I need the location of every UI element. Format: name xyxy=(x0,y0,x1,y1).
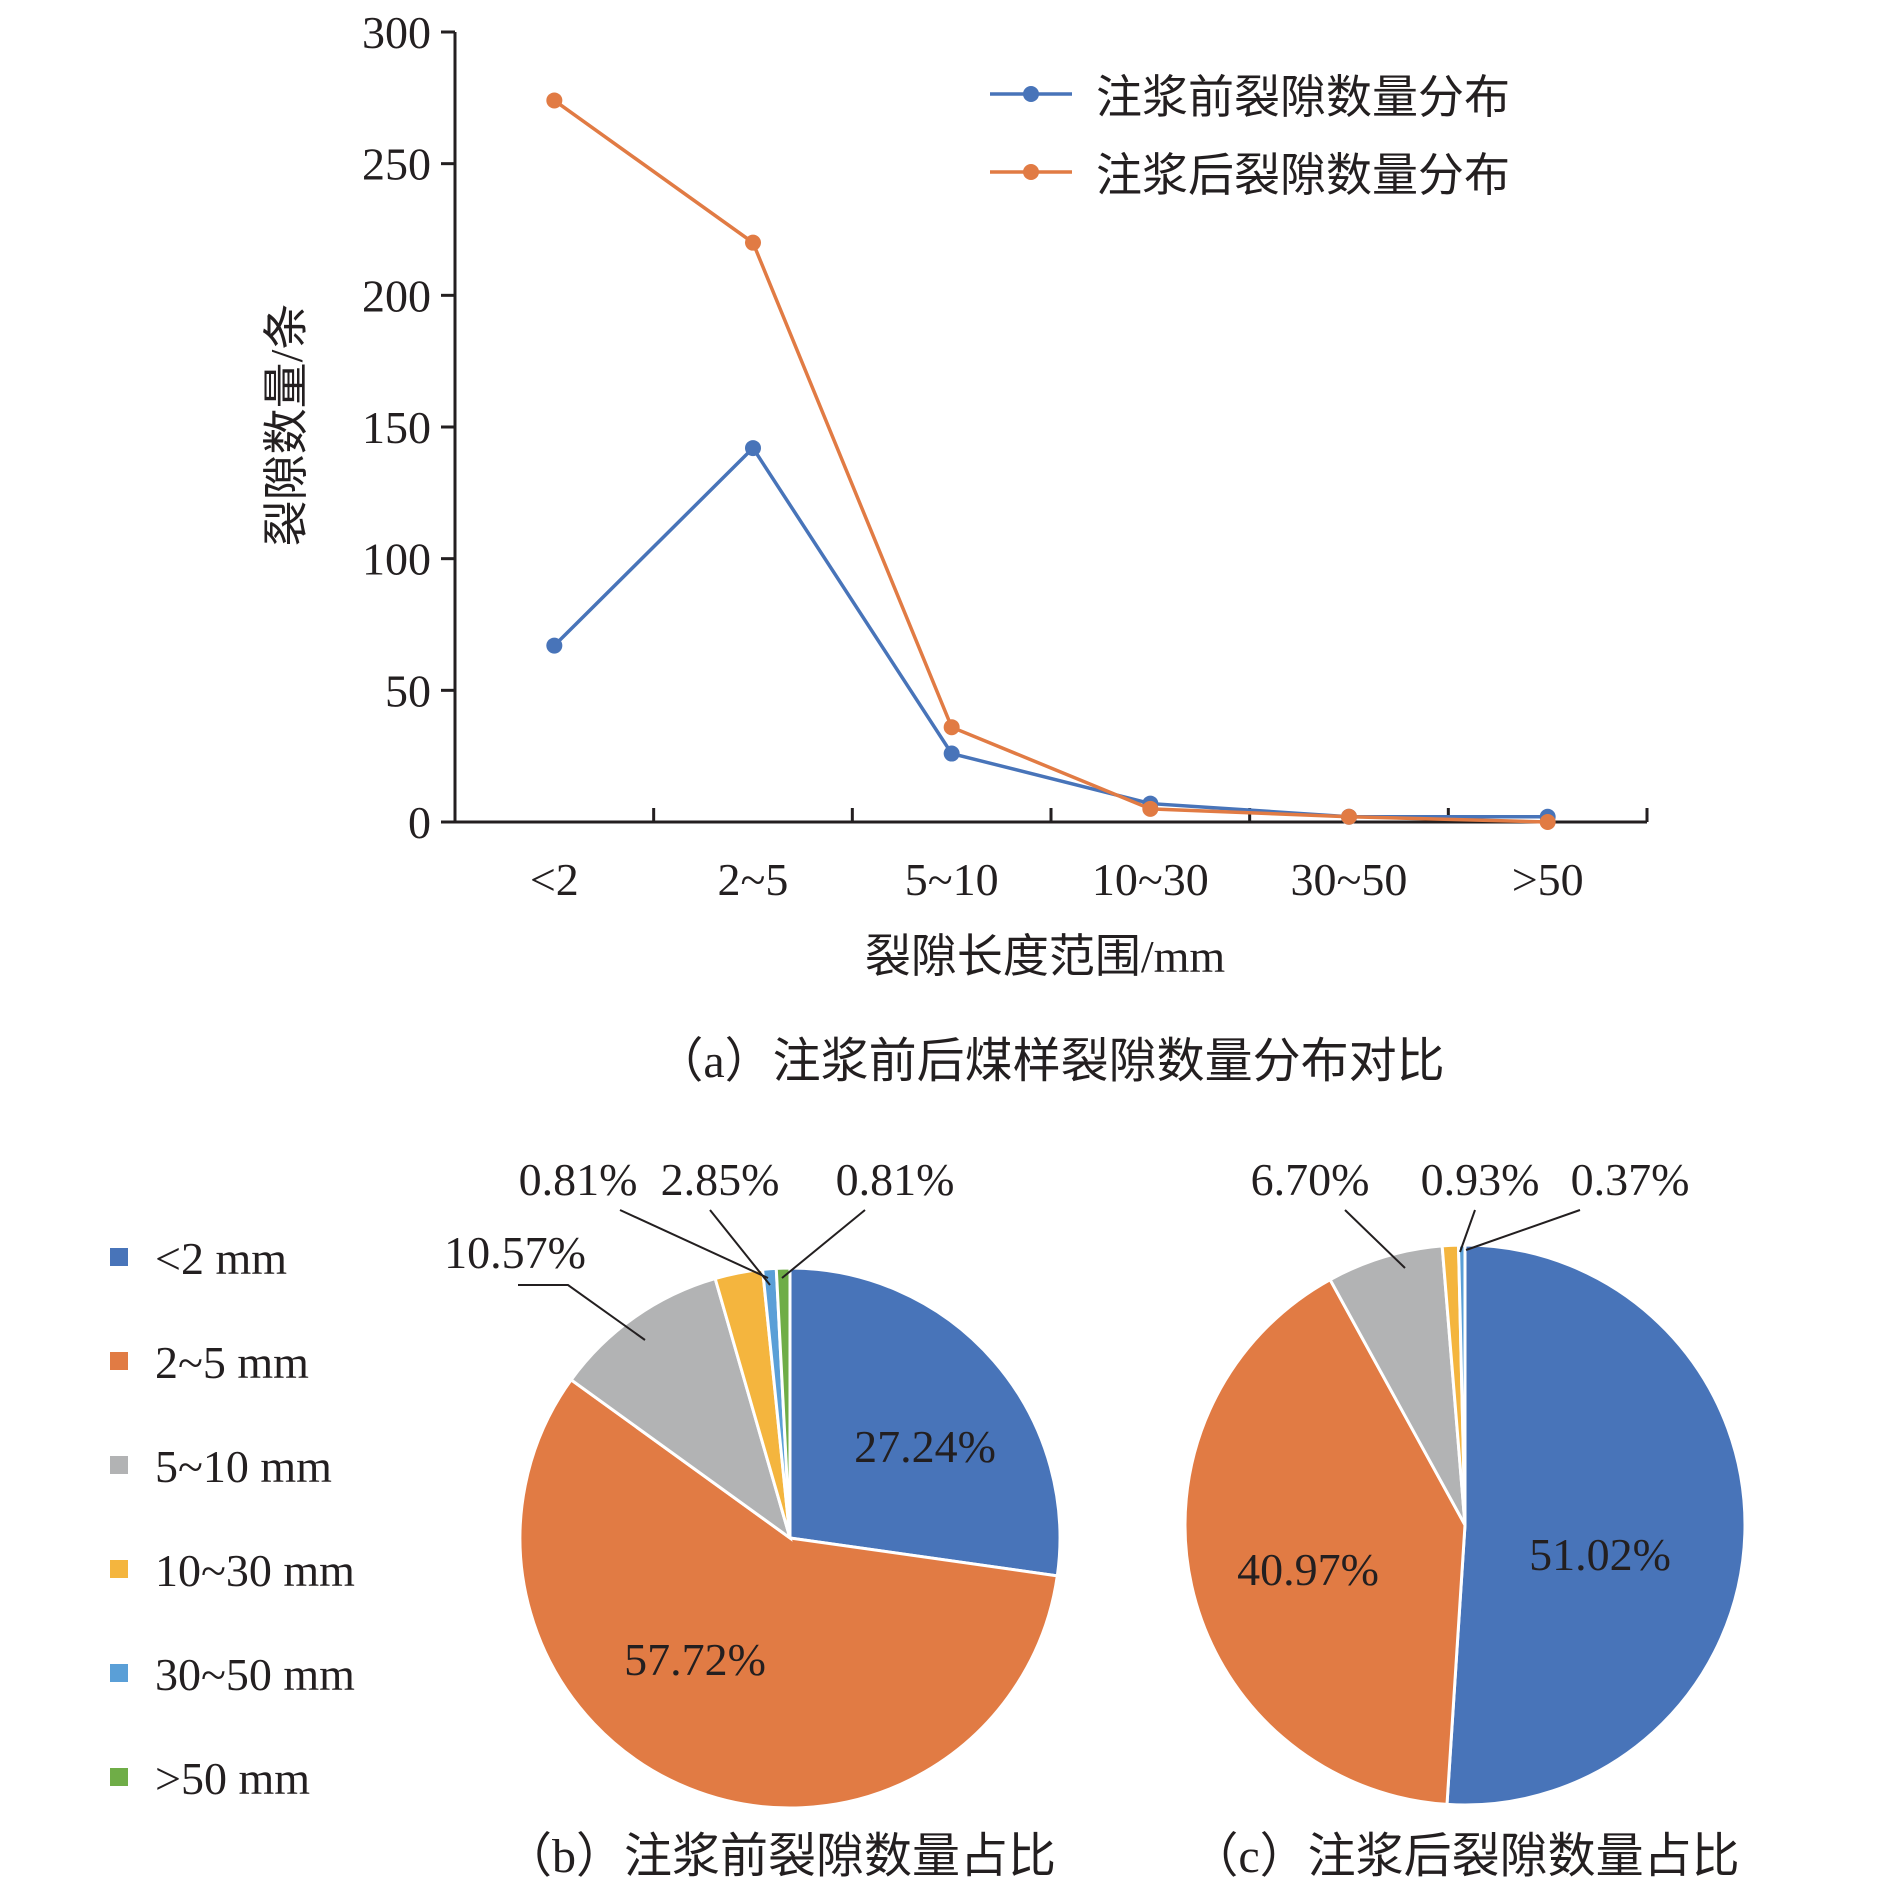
pie-data-label: 0.93% xyxy=(1421,1154,1540,1205)
x-tick-label: >50 xyxy=(1512,854,1584,905)
pie-slice xyxy=(788,1266,1062,1578)
y-axis-title: 裂隙数量/条 xyxy=(261,304,312,547)
pie-legend-item: 2~5 mm xyxy=(110,1337,309,1388)
pie-slice xyxy=(518,1377,1060,1810)
y-tick-label: 300 xyxy=(362,7,431,58)
pie-data-label: 0.81% xyxy=(836,1154,955,1205)
pie-legend-label: 30~50 mm xyxy=(155,1649,355,1700)
y-tick-label: 200 xyxy=(362,270,431,321)
pie-legend-label: 5~10 mm xyxy=(155,1441,332,1492)
pie-legend-item: 5~10 mm xyxy=(110,1441,332,1492)
line-chart-axes xyxy=(441,30,1649,824)
data-point xyxy=(943,719,960,736)
pie-data-label: 0.81% xyxy=(519,1154,638,1205)
pie-data-label: 27.24% xyxy=(854,1421,996,1472)
series-line xyxy=(553,99,1548,824)
line-series-group xyxy=(546,92,1556,830)
data-point xyxy=(943,745,960,762)
pie-legend-label: >50 mm xyxy=(155,1753,310,1804)
x-axis-title: 裂隙长度范围/mm xyxy=(865,931,1226,982)
pie-chart-after: 51.02% 40.97% 6.70% 0.93% 0.37% xyxy=(1183,1154,1747,1807)
pie-data-label: 0.37% xyxy=(1571,1154,1690,1205)
caption-a: （a）注浆前后煤样裂隙数量分布对比 xyxy=(655,1035,1444,1088)
line-chart: 0 50 100 150 200 250 300 <2 2~5 5~10 10~30 30~50 >5… xyxy=(261,7,1649,1088)
series-line xyxy=(553,445,1548,819)
pie-legend-swatch xyxy=(110,1664,128,1682)
pie-legend-swatch xyxy=(110,1352,128,1370)
legend-swatch-marker xyxy=(1023,86,1039,102)
pie-data-label: 2.85% xyxy=(661,1154,780,1205)
data-point xyxy=(745,440,761,457)
pie-data-label: 10.57% xyxy=(444,1227,586,1278)
x-tick-label: 30~50 xyxy=(1291,854,1408,905)
leader-line xyxy=(1344,1209,1406,1269)
data-point xyxy=(1142,800,1159,817)
pie-legend-label: 10~30 mm xyxy=(155,1545,355,1596)
pie-legend-swatch xyxy=(110,1768,128,1786)
data-point xyxy=(1341,808,1357,825)
y-tick-labels: 0 50 100 150 200 250 300 xyxy=(362,7,431,848)
caption-b: （b）注浆前裂隙数量占比 xyxy=(504,1830,1056,1883)
pie-data-label: 6.70% xyxy=(1251,1154,1370,1205)
leader-line xyxy=(619,1209,769,1279)
legend-item: 注浆后裂隙数量分布 xyxy=(990,150,1510,201)
pie-legend-swatch xyxy=(110,1456,128,1474)
pie-data-label: 57.72% xyxy=(624,1634,766,1685)
pie-legend-item: 10~30 mm xyxy=(110,1545,355,1596)
pie-slice xyxy=(1183,1277,1467,1807)
legend-swatch-marker xyxy=(1023,164,1039,180)
pie-slice xyxy=(1445,1243,1747,1807)
caption-c: （c）注浆后裂隙数量占比 xyxy=(1190,1830,1739,1883)
pie-legend-item: <2 mm xyxy=(110,1233,287,1284)
y-tick-label: 50 xyxy=(385,665,431,716)
y-tick-label: 150 xyxy=(362,402,431,453)
pie-legend-swatch xyxy=(110,1248,128,1266)
pie-legend: <2 mm 2~5 mm 5~10 mm 10~30 mm 30~50 mm >50 mm xyxy=(110,1233,355,1804)
pie-slice xyxy=(569,1276,793,1542)
leader-line xyxy=(1459,1209,1476,1253)
x-tick-label: 5~10 xyxy=(905,854,999,905)
pie-chart-before: 27.24% 57.72% 10.57% 2.85% 0.81% 0.81% xyxy=(444,1154,1062,1810)
series-注浆后裂隙数量分布 xyxy=(546,92,1556,830)
pie-legend-item: >50 mm xyxy=(110,1753,310,1804)
legend-item: 注浆前裂隙数量分布 xyxy=(990,72,1510,123)
pie-legend-label: <2 mm xyxy=(155,1233,287,1284)
data-point xyxy=(546,637,563,654)
leader-line xyxy=(709,1209,771,1286)
data-point xyxy=(1539,814,1556,830)
y-tick-label: 250 xyxy=(362,139,431,190)
pie-data-label: 51.02% xyxy=(1529,1529,1671,1580)
pie-data-label: 40.97% xyxy=(1237,1544,1379,1595)
legend-label: 注浆前裂隙数量分布 xyxy=(1096,72,1510,123)
data-point xyxy=(546,92,563,109)
x-tick-label: <2 xyxy=(530,854,579,905)
leader-line xyxy=(518,1284,646,1341)
x-tick-labels: <2 2~5 5~10 10~30 30~50 >50 xyxy=(530,854,1584,905)
leader-line xyxy=(781,1209,866,1279)
x-tick-label: 10~30 xyxy=(1092,854,1209,905)
y-tick-label: 0 xyxy=(408,797,431,848)
pie-legend-swatch xyxy=(110,1560,128,1578)
pie-slice xyxy=(1328,1244,1467,1526)
legend-label: 注浆后裂隙数量分布 xyxy=(1096,150,1510,201)
leader-line xyxy=(1465,1209,1581,1251)
y-tick-label: 100 xyxy=(362,534,431,585)
data-point xyxy=(745,234,761,251)
pie-slice xyxy=(774,1266,792,1539)
pie-legend-item: 30~50 mm xyxy=(110,1649,355,1700)
pie-legend-label: 2~5 mm xyxy=(155,1337,309,1388)
x-tick-label: 2~5 xyxy=(718,854,789,905)
